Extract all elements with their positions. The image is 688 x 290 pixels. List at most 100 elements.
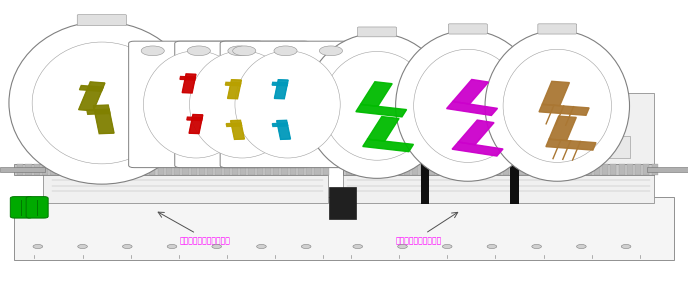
Bar	[652, 164, 658, 175]
Ellipse shape	[235, 51, 340, 158]
Bar	[17, 164, 23, 175]
Polygon shape	[546, 139, 596, 150]
Bar	[363, 164, 369, 175]
Bar	[116, 164, 122, 175]
Circle shape	[257, 244, 266, 249]
Bar	[14, 197, 674, 260]
Ellipse shape	[305, 33, 449, 178]
Circle shape	[487, 244, 497, 249]
FancyBboxPatch shape	[77, 15, 127, 26]
Bar	[478, 164, 484, 175]
Bar	[421, 158, 429, 204]
Bar	[594, 164, 600, 175]
Bar	[468, 136, 495, 158]
Bar	[610, 164, 616, 175]
Circle shape	[228, 46, 251, 56]
Circle shape	[78, 244, 87, 249]
Bar	[602, 136, 630, 158]
Bar	[371, 164, 377, 175]
Bar	[445, 164, 451, 175]
Bar	[207, 164, 213, 175]
Polygon shape	[539, 104, 589, 115]
Bar	[619, 164, 625, 175]
Bar	[486, 164, 493, 175]
Polygon shape	[94, 105, 114, 134]
Polygon shape	[275, 80, 288, 99]
Bar	[420, 164, 427, 175]
Bar	[511, 164, 517, 175]
Bar	[298, 164, 304, 175]
Bar	[503, 164, 509, 175]
Ellipse shape	[323, 52, 431, 160]
Bar	[273, 164, 279, 175]
Bar	[425, 136, 453, 158]
Polygon shape	[228, 80, 241, 99]
Bar	[602, 164, 608, 175]
Polygon shape	[458, 120, 494, 145]
Polygon shape	[272, 82, 288, 86]
Polygon shape	[367, 117, 399, 141]
Bar	[643, 164, 649, 175]
Bar	[365, 136, 392, 158]
Bar	[83, 164, 89, 175]
FancyBboxPatch shape	[129, 41, 264, 168]
Bar	[515, 136, 542, 158]
Bar	[224, 164, 230, 175]
Bar	[232, 164, 238, 175]
Bar	[100, 164, 106, 175]
Polygon shape	[226, 82, 241, 86]
Polygon shape	[452, 142, 503, 156]
Bar	[404, 164, 410, 175]
Polygon shape	[356, 104, 407, 117]
Circle shape	[301, 244, 311, 249]
Bar	[34, 164, 40, 175]
Bar	[544, 164, 550, 175]
Polygon shape	[189, 115, 203, 134]
Polygon shape	[363, 139, 413, 152]
Polygon shape	[187, 117, 202, 120]
Bar	[108, 164, 114, 175]
Bar	[627, 164, 633, 175]
Polygon shape	[277, 120, 290, 139]
Ellipse shape	[143, 51, 249, 158]
Bar	[134, 136, 165, 158]
Bar	[133, 164, 139, 175]
Bar	[519, 164, 526, 175]
Bar	[43, 93, 328, 203]
Ellipse shape	[485, 30, 630, 181]
Bar	[437, 164, 443, 175]
Bar	[103, 136, 134, 158]
Bar	[125, 164, 131, 175]
Bar	[379, 164, 385, 175]
FancyBboxPatch shape	[358, 27, 396, 37]
Circle shape	[187, 46, 211, 56]
Circle shape	[274, 46, 297, 56]
Circle shape	[167, 244, 177, 249]
Bar	[585, 164, 592, 175]
Bar	[343, 93, 654, 203]
Bar	[290, 164, 296, 175]
Bar	[306, 164, 312, 175]
Polygon shape	[447, 102, 497, 115]
Bar	[240, 164, 246, 175]
Bar	[265, 164, 271, 175]
Bar	[42, 164, 48, 175]
FancyBboxPatch shape	[538, 24, 577, 34]
Bar	[281, 164, 288, 175]
Bar	[470, 164, 476, 175]
Polygon shape	[87, 109, 110, 114]
Bar	[343, 164, 654, 175]
Bar	[58, 136, 89, 158]
Polygon shape	[453, 79, 488, 104]
Ellipse shape	[413, 49, 522, 162]
Bar	[199, 164, 205, 175]
Polygon shape	[542, 81, 570, 106]
Bar	[577, 164, 583, 175]
Text: 前段：動觸片插腳彎腳: 前段：動觸片插腳彎腳	[395, 236, 442, 245]
Circle shape	[122, 244, 132, 249]
Bar	[453, 164, 460, 175]
Bar	[354, 164, 361, 175]
Bar	[191, 164, 197, 175]
Bar	[557, 136, 585, 158]
Bar	[158, 164, 164, 175]
